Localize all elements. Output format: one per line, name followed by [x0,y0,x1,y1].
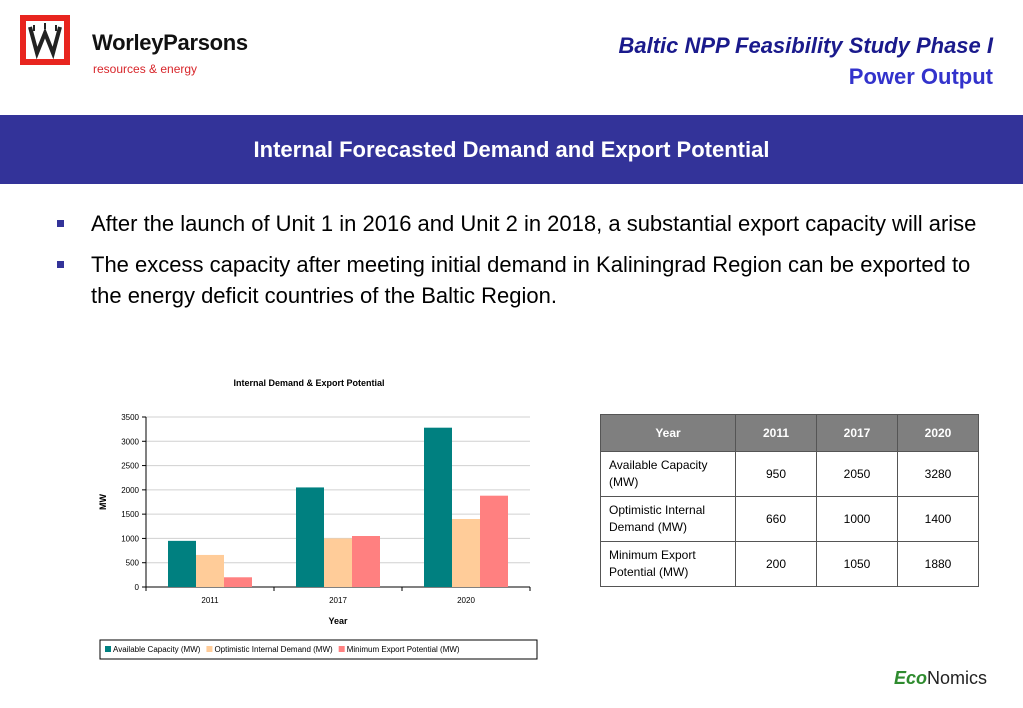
table-row: Available Capacity (MW) 950 2050 3280 [600,451,979,497]
bullet-text: After the launch of Unit 1 in 2016 and U… [91,211,977,236]
chart-title: Internal Demand & Export Potential [233,378,384,388]
company-logo-icon [20,15,70,65]
legend-swatch [338,646,345,652]
table-header-row: Year 2011 2017 2020 [600,414,979,452]
legend-swatch [105,646,111,652]
y-tick-label: 3500 [121,413,139,422]
table-row-label: Available Capacity (MW) [600,451,736,497]
economics-logo-prefix: Eco [893,668,927,688]
table-row-label: Minimum Export Potential (MW) [600,541,736,587]
y-tick-label: 0 [135,583,140,592]
table-row: Minimum Export Potential (MW) 200 1050 1… [600,541,979,587]
table-cell: 1880 [897,541,979,587]
table-cell: 200 [735,541,817,587]
bar [224,577,252,587]
y-tick-label: 1000 [121,534,139,543]
bullet-list: After the launch of Unit 1 in 2016 and U… [55,208,985,321]
legend-label: Optimistic Internal Demand (MW) [214,645,333,654]
slide-title: Internal Forecasted Demand and Export Po… [253,137,770,162]
bar [324,538,352,587]
legend-box [99,639,538,660]
table-header-cell: 2011 [735,414,817,452]
bar [480,495,508,587]
bullet-item: After the launch of Unit 1 in 2016 and U… [55,208,985,239]
y-tick-label: 3000 [121,437,139,446]
slide-banner: Internal Forecasted Demand and Export Po… [0,115,1023,184]
bullet-text: The excess capacity after meeting initia… [91,252,971,308]
y-tick-label: 1500 [121,510,139,519]
presentation-subtitle: Power Output [848,64,993,89]
table-cell: 1000 [816,496,898,542]
legend-label: Available Capacity (MW) [113,645,201,654]
data-table: Year 2011 2017 2020 Available Capacity (… [600,414,979,587]
x-tick-label: 2011 [201,596,219,605]
table-row-label: Optimistic Internal Demand (MW) [600,496,736,542]
y-tick-label: 500 [126,559,140,568]
table-header-cell: 2017 [816,414,898,452]
bar [168,540,196,587]
table-row: Optimistic Internal Demand (MW) 660 1000… [600,496,979,542]
table-cell: 950 [735,451,817,497]
legend-swatch [206,646,213,652]
economics-logo-suffix: Nomics [926,668,987,688]
table-header-cell: 2020 [897,414,979,452]
table-cell: 660 [735,496,817,542]
table-header-cell: Year [600,414,736,452]
y-tick-label: 2000 [121,486,139,495]
y-tick-label: 2500 [121,462,139,471]
bar-chart: Internal Demand & Export Potential 0 500 10… [88,370,548,670]
legend-label: Minimum Export Potential (MW) [347,645,460,654]
bullet-square-icon [57,220,64,227]
x-axis-label: Year [328,616,348,626]
bar [424,427,452,587]
company-name: WorleyParsons [92,30,248,55]
bar [352,536,380,587]
presentation-title: Baltic NPP Feasibility Study Phase I [618,33,993,58]
x-tick-label: 2017 [329,596,347,605]
table-cell: 2050 [816,451,898,497]
x-tick-label: 2020 [457,596,475,605]
bar-chart-svg: Internal Demand & Export Potential 0 500 10… [98,378,538,660]
y-axis-label: MW [98,494,108,510]
bar [196,554,224,587]
bullet-square-icon [57,261,64,268]
bullet-item: The excess capacity after meeting initia… [55,249,985,311]
company-tagline: resources & energy [93,62,198,76]
table-cell: 1050 [816,541,898,587]
table-cell: 3280 [897,451,979,497]
bar [452,519,480,587]
bar [296,487,324,587]
table-cell: 1400 [897,496,979,542]
economics-logo: EcoNomics [894,668,987,689]
